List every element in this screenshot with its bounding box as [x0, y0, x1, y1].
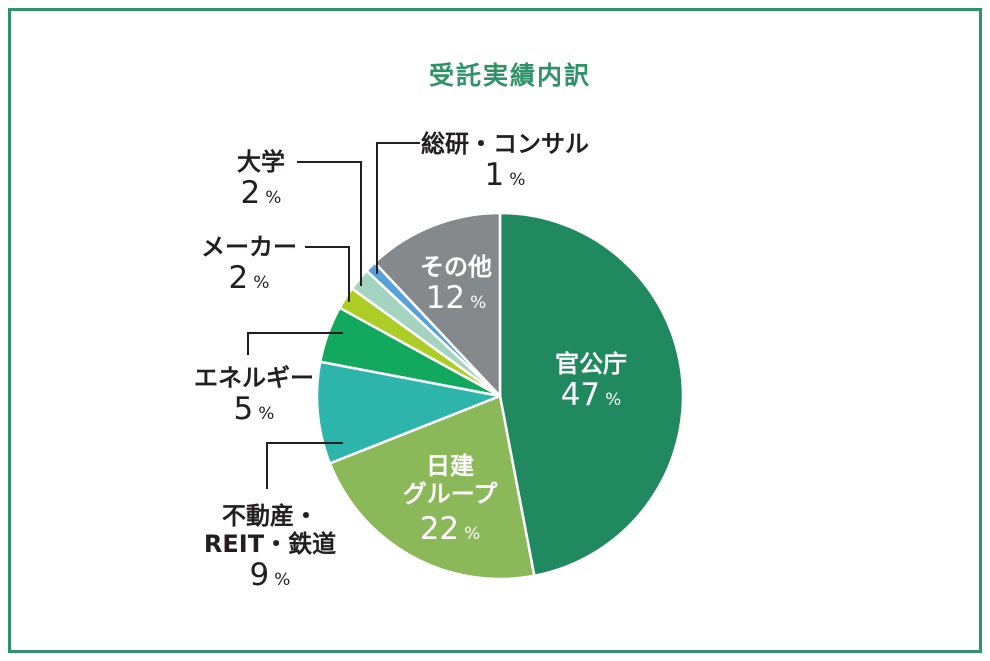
slice-label-text: 官公庁	[555, 350, 627, 378]
chart-title: 受託実績内訳	[428, 61, 592, 90]
slice-label-value: 12%	[425, 280, 487, 316]
slice-label-text: グループ	[402, 480, 498, 508]
slice-label-value: 22%	[419, 511, 481, 547]
slice-label-text: 総研・コンサル	[421, 130, 589, 158]
slice-label-text: 日建	[426, 452, 474, 480]
pie-chart	[315, 211, 685, 581]
slice-label-value: 2%	[240, 175, 282, 211]
slice-label-daigaku: 大学 2%	[237, 148, 285, 215]
slice-label-fudosan-reit-tetsudo: 不動産・ REIT・鉄道 9%	[204, 502, 336, 597]
slice-label-text: REIT・鉄道	[203, 530, 337, 558]
pie-slice-0	[498, 211, 685, 578]
slice-label-nikken-group: 日建 グループ 22%	[403, 452, 498, 551]
slice-label-value: 9%	[249, 557, 291, 593]
slice-label-value: 47%	[560, 377, 622, 413]
slice-label-kankocho: 官公庁 47%	[555, 350, 627, 417]
slice-label-text: エネルギー	[194, 364, 314, 392]
slice-label-text: 大学	[237, 148, 285, 176]
slice-label-energy: エネルギー 5%	[194, 364, 314, 431]
slice-label-value: 1%	[484, 157, 526, 193]
slice-label-sonota: その他 12%	[420, 253, 492, 320]
slice-label-value: 2%	[228, 260, 270, 296]
slice-label-value: 5%	[233, 391, 275, 427]
slice-label-text: その他	[420, 253, 492, 281]
slice-label-text: 不動産・	[222, 502, 318, 530]
slice-label-text: メーカー	[201, 233, 297, 261]
slice-label-maker: メーカー 2%	[201, 233, 297, 300]
slice-label-soken-consul: 総研・コンサル 1%	[421, 130, 589, 197]
